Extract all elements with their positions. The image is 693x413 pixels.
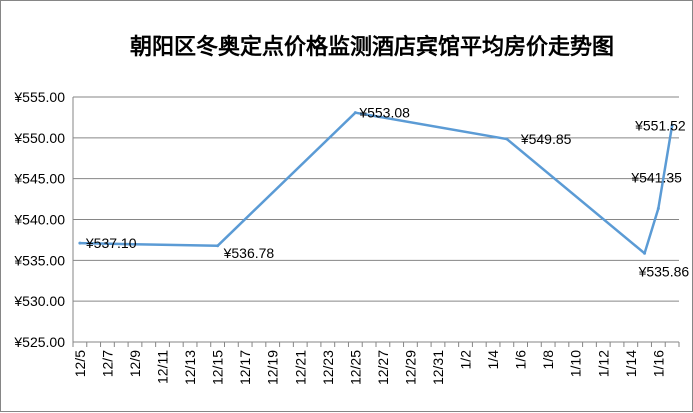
x-tick-label: 12/19: [265, 350, 281, 385]
y-tick-label: ¥545.00: [13, 171, 65, 187]
data-point: [670, 123, 674, 127]
y-axis-ticks: ¥525.00 ¥530.00 ¥535.00 ¥540.00 ¥545.00 ¥550.…: [13, 89, 65, 350]
series-line: [79, 111, 674, 255]
data-label: ¥537.10: [85, 235, 137, 251]
data-label: ¥535.86: [638, 263, 690, 279]
axes: [72, 97, 680, 347]
data-label: ¥551.52: [634, 117, 686, 133]
data-point: [643, 251, 647, 255]
x-tick-label: 1/4: [485, 350, 501, 370]
x-tick-label: 1/6: [513, 350, 529, 370]
data-label: ¥541.35: [630, 169, 682, 185]
gridlines: [73, 96, 679, 302]
x-axis-ticks: 12/5 12/7 12/9 12/11 12/13 12/15 12/17 12/19 12/…: [72, 350, 666, 385]
data-label: ¥536.78: [223, 245, 275, 261]
x-tick-label: 1/2: [458, 350, 474, 370]
data-point: [216, 244, 220, 248]
y-tick-label: ¥525.00: [13, 334, 65, 350]
y-tick-label: ¥530.00: [13, 293, 65, 309]
chart-title: 朝阳区冬奥定点价格监测酒店宾馆平均房价走势图: [130, 34, 614, 60]
x-tick-label: 1/16: [650, 350, 666, 377]
x-tick-label: 1/12: [595, 350, 611, 377]
data-label: ¥549.85: [520, 131, 572, 147]
x-tick-label: 1/10: [568, 350, 584, 377]
x-tick-label: 12/27: [375, 350, 391, 385]
x-tick-label: 12/9: [127, 350, 143, 377]
series-layer: [78, 111, 674, 255]
y-tick-label: ¥550.00: [13, 130, 65, 146]
x-tick-label: 12/25: [347, 350, 363, 385]
data-point: [353, 111, 357, 115]
data-point: [78, 241, 82, 245]
x-tick-label: 12/17: [237, 350, 253, 385]
data-label: ¥553.08: [358, 105, 410, 121]
x-tick-label: 12/13: [182, 350, 198, 385]
y-tick-label: ¥555.00: [13, 89, 65, 105]
x-tick-label: 12/21: [292, 350, 308, 385]
y-tick-label: ¥540.00: [13, 212, 65, 228]
x-tick-label: 12/29: [402, 350, 418, 385]
x-tick-label: 12/23: [320, 350, 336, 385]
data-point: [505, 137, 509, 141]
y-tick-label: ¥535.00: [13, 252, 65, 268]
x-tick-label: 12/5: [72, 350, 88, 377]
x-tick-label: 1/8: [540, 350, 556, 370]
x-tick-label: 12/15: [210, 350, 226, 385]
x-tick-label: 12/7: [99, 350, 115, 377]
x-tick-label: 12/11: [155, 350, 171, 384]
x-tick-label: 12/31: [430, 350, 446, 385]
x-tick-label: 1/14: [623, 350, 639, 377]
data-labels: ¥537.10 ¥536.78 ¥553.08 ¥549.85 ¥535.86 ¥541.…: [85, 105, 690, 280]
data-point: [656, 206, 660, 210]
